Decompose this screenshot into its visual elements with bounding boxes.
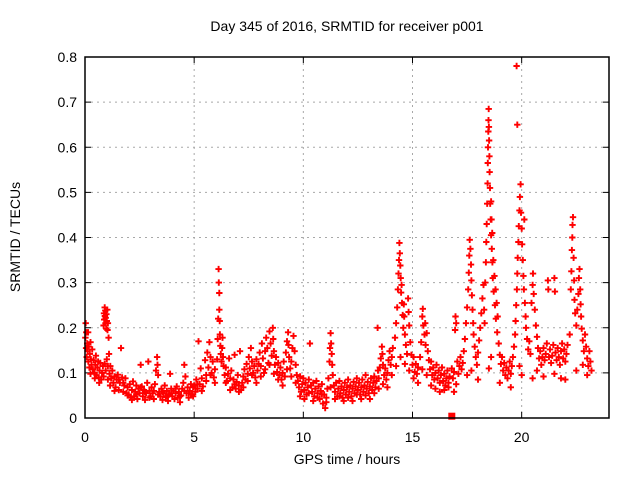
y-tick-label: 0.4 [58, 230, 78, 246]
y-axis-label: SRMTID / TECUs [7, 182, 23, 292]
x-tick-label: 5 [190, 429, 198, 445]
y-tick-label: 0.2 [58, 320, 78, 336]
plot-border [84, 56, 610, 419]
y-tick-label: 0.7 [58, 94, 78, 110]
x-tick-label: 15 [405, 429, 421, 445]
square-marker [448, 412, 456, 420]
tick-labels: 0 5 10 15 20 0 0.1 0.2 0.3 0.4 0.5 0.6 0.7 0.8 [58, 49, 530, 445]
y-tick-label: 0 [69, 410, 77, 426]
x-tick-label: 20 [514, 429, 530, 445]
x-tick-label: 10 [296, 429, 312, 445]
y-tick-label: 0.1 [58, 365, 78, 381]
x-axis-label: GPS time / hours [294, 451, 401, 467]
y-tick-label: 0.8 [58, 49, 78, 65]
y-tick-label: 0.3 [58, 275, 78, 291]
grid-lines [85, 57, 609, 418]
data-points [82, 62, 595, 420]
y-tick-label: 0.5 [58, 184, 78, 200]
y-tick-label: 0.6 [58, 139, 78, 155]
x-tick-label: 0 [81, 429, 89, 445]
chart-title: Day 345 of 2016, SRMTID for receiver p00… [210, 18, 483, 34]
